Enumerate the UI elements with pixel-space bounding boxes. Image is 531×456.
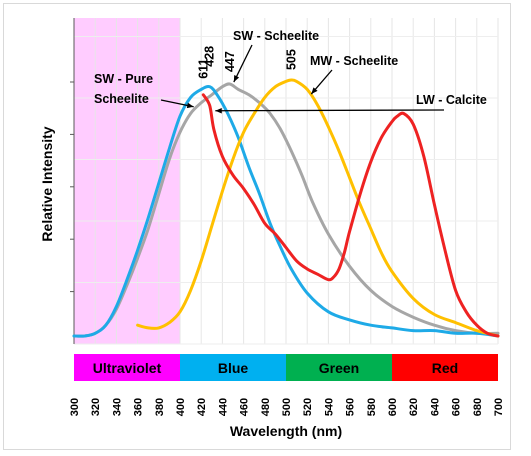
x-tick-label: 400	[175, 398, 187, 416]
chart-frame: Ultraviolet Blue Green Red 300 320 340 360 380 4…	[3, 3, 511, 450]
band-blue	[180, 354, 286, 381]
annotations: SW - Pure Scheelite 428 SW - Scheelite 447 MW…	[94, 29, 487, 114]
grid-lines	[70, 18, 499, 345]
arrow-lw-calcite	[215, 109, 445, 112]
band-green	[286, 354, 392, 381]
annotation-mw-scheelite: MW - Scheelite	[310, 54, 398, 68]
arrow-sw-scheelite	[233, 44, 253, 83]
arrow-mw-scheelite-head	[311, 87, 318, 95]
band-label-green: Green	[319, 360, 359, 376]
x-tick-label: 440	[217, 398, 229, 416]
x-tick-label: 620	[408, 398, 420, 416]
arrow-sw-scheelite-head	[233, 75, 240, 83]
annotation-sw-pure-scheelite: SW - Pure	[94, 72, 153, 86]
series-line-lw-calcite	[201, 93, 500, 338]
x-tick-label: 500	[281, 398, 293, 416]
series-layer	[72, 78, 500, 338]
annotation-lw-calcite: LW - Calcite	[416, 93, 487, 107]
x-tick-label: 420	[196, 398, 208, 416]
x-tick-label: 480	[260, 398, 272, 416]
x-tick-label: 380	[154, 398, 166, 416]
peak-label: 447	[223, 51, 237, 72]
annotation-sw-pure-scheelite: Scheelite	[94, 92, 149, 106]
x-tick-label: 660	[451, 398, 463, 416]
x-axis-title: Wavelength (nm)	[230, 423, 342, 439]
peak-label: 428	[203, 46, 217, 67]
x-tick-label: 320	[90, 398, 102, 416]
arrow-lw-calcite-head	[215, 108, 222, 114]
y-axis-title: Relative Intensity	[39, 126, 55, 241]
x-tick-label: 600	[387, 398, 399, 416]
x-tick-label: 580	[366, 398, 378, 416]
series-line-mw-scheelite	[136, 78, 500, 338]
x-tick-label: 340	[111, 398, 123, 416]
series-line-sw-scheelite	[72, 82, 500, 338]
x-tick-label: 640	[429, 398, 441, 416]
x-tick-label: 300	[69, 398, 81, 416]
x-tick-label: 540	[323, 398, 335, 416]
x-tick-labels: 300 320 340 360 380 400 420 440 460 480 500 520 540 5…	[69, 398, 505, 416]
band-red	[392, 354, 498, 381]
band-label-ultraviolet: Ultraviolet	[93, 360, 162, 376]
series-line-sw-pure-scheelite	[72, 84, 500, 338]
x-tick-label: 460	[239, 398, 251, 416]
band-label-blue: Blue	[218, 360, 249, 376]
peak-label: 505	[284, 49, 298, 70]
x-tick-label: 520	[302, 398, 314, 416]
x-tick-label: 700	[493, 398, 505, 416]
x-tick-label: 680	[472, 398, 484, 416]
band-ultraviolet	[74, 354, 180, 381]
arrow-sw-pure-scheelite-head	[186, 102, 194, 109]
annotation-sw-scheelite: SW - Scheelite	[233, 29, 319, 43]
spectrum-chart: Ultraviolet Blue Green Red 300 320 340 360 380 4…	[39, 18, 505, 439]
color-band-strip: Ultraviolet Blue Green Red	[74, 354, 498, 381]
x-tick-label: 560	[345, 398, 357, 416]
peak-label: 611	[196, 59, 210, 79]
x-tick-label: 360	[133, 398, 145, 416]
band-label-red: Red	[432, 360, 458, 376]
